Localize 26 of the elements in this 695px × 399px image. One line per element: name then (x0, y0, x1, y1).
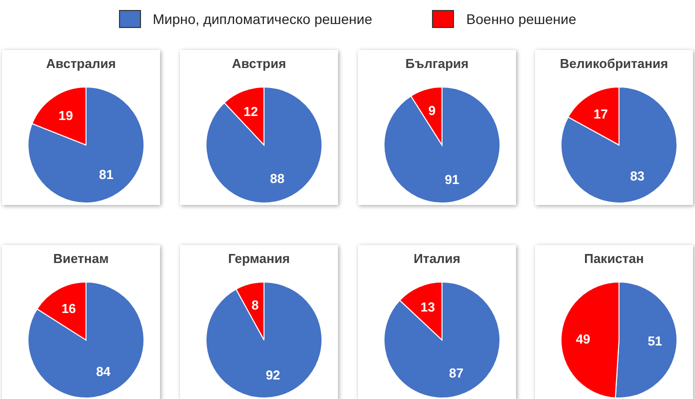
data-label: 9 (428, 102, 436, 118)
text: Австралия (45, 56, 117, 71)
data-label: 83 (630, 168, 645, 184)
data-label: 84 (96, 364, 112, 380)
chart-title: Пакистан (583, 251, 645, 266)
data-label: 87 (449, 366, 464, 380)
data-label: 49 (576, 331, 590, 346)
chart-title: Австрия (230, 56, 288, 71)
chart-title: Великобритания (558, 56, 670, 71)
chart-title: Италия (412, 251, 462, 266)
data-label: 19 (58, 108, 74, 123)
data-label: 17 (593, 106, 608, 122)
data-label: 51 (648, 334, 662, 349)
data-label: 8 (251, 298, 259, 313)
data-label: 16 (61, 300, 76, 316)
legend-label: Мирно, дипломатическо решение (152, 11, 372, 27)
data-label: 88 (270, 170, 284, 186)
data-label: 13 (420, 300, 435, 314)
data-label: 12 (244, 104, 258, 120)
chart-title: Виетнам (52, 251, 110, 266)
data-label: 92 (266, 367, 280, 382)
chart-title: България (404, 56, 470, 71)
legend-label: Военно решение (466, 11, 576, 27)
chart-title: Германия (227, 251, 291, 266)
data-label: 91 (444, 172, 460, 188)
data-label: 81 (98, 167, 114, 182)
